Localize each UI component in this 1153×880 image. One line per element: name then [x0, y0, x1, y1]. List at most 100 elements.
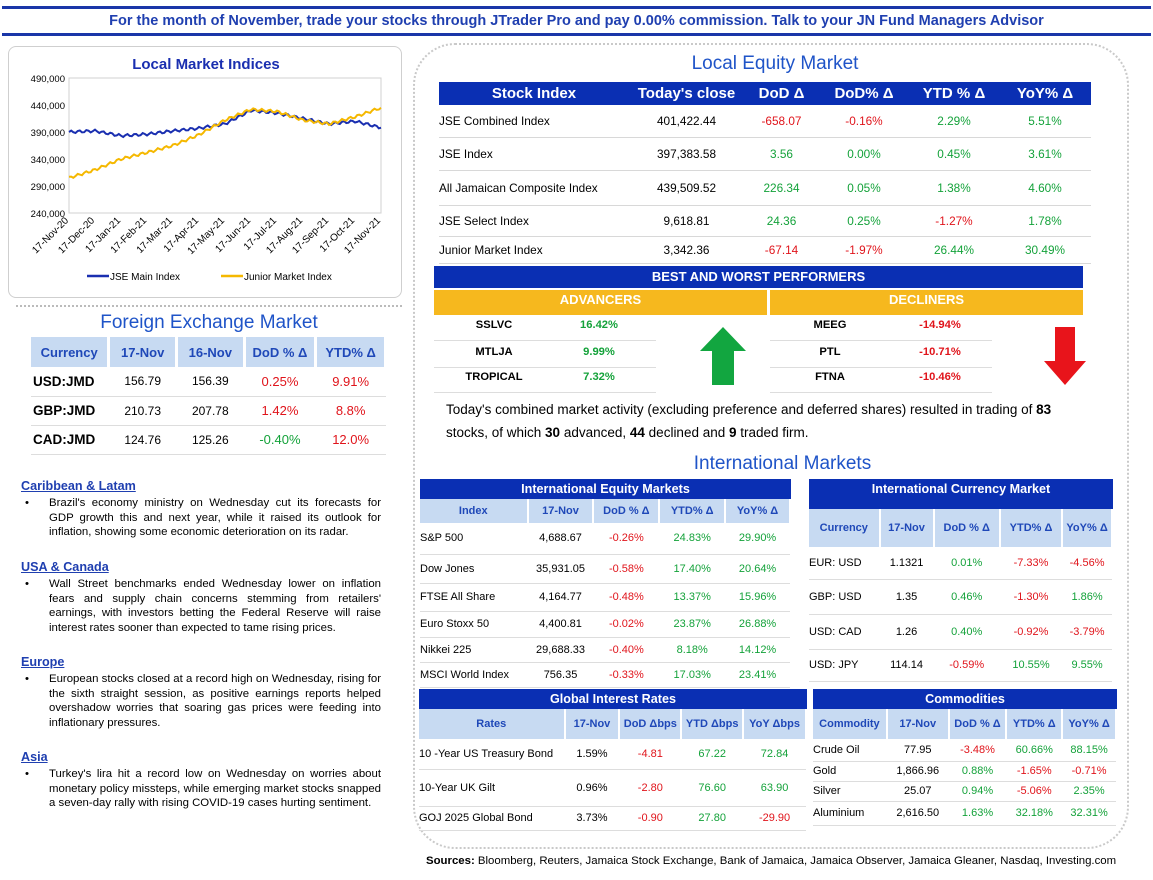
icm-cell: 0.40% — [933, 614, 1000, 650]
iem-cell: 4,164.77 — [527, 583, 594, 612]
bullet-icon: • — [25, 497, 29, 510]
advancer-ticker: MTLJA — [475, 346, 513, 358]
icm-cell: -1.30% — [999, 579, 1063, 615]
gir-header-cell: YTD Δbps — [681, 709, 745, 739]
icm-cell: EUR: USD — [809, 547, 880, 580]
fx-header-cell: 16-Nov — [176, 337, 246, 367]
lem-cell: 0.45% — [909, 137, 999, 171]
iem-cell: 23.41% — [725, 662, 790, 688]
gir-header: Global Interest Rates — [419, 689, 807, 709]
com-header-cell: YTD% Δ — [1006, 709, 1064, 739]
lem-row: JSE Combined Index 401,422.44 -658.07 -0.16… — [439, 105, 1091, 138]
best-worst-header: BEST AND WORST PERFORMERS — [434, 266, 1083, 288]
com-cell: Silver — [813, 781, 887, 802]
gir-cell: 1.59% — [564, 739, 620, 770]
com-cell: 1,866.96 — [886, 761, 949, 782]
lem-cell: 26.44% — [909, 236, 999, 264]
lem-cell: -67.14 — [744, 236, 819, 264]
advancer-row: TROPICAL 7.32% — [434, 371, 656, 393]
com-cell: 0.94% — [948, 781, 1007, 802]
news-section: Asia • Turkey's lira hit a record low on W… — [21, 750, 381, 811]
advancer-row: SSLVC 16.42% — [434, 319, 656, 341]
iem-cell: 26.88% — [725, 611, 790, 638]
icm-cell: 10.55% — [999, 649, 1063, 682]
news-heading[interactable]: Caribbean & Latam — [21, 479, 136, 493]
fx-cell: 156.39 — [176, 367, 245, 397]
icm-cell: -0.92% — [999, 614, 1063, 650]
lem-cell: JSE Index — [439, 137, 629, 171]
iem-cell: -0.26% — [593, 523, 660, 555]
fx-cell: 9.91% — [315, 367, 386, 397]
fx-cell: 0.25% — [244, 367, 316, 397]
fx-title: Foreign Exchange Market — [100, 312, 318, 333]
commodities-table: Commodity 17-Nov DoD % Δ YTD% Δ YoY% Δ Crude … — [813, 709, 1117, 826]
gir-cell: -2.80 — [619, 769, 682, 807]
chart-title: Local Market Indices — [132, 56, 280, 73]
gir-row: 10-Year UK Gilt 0.96% -2.80 76.60 63.90 — [419, 769, 806, 807]
decliner-change: -10.71% — [919, 346, 961, 358]
fx-cell: CAD:JMD — [31, 425, 109, 455]
lem-cell: 226.34 — [744, 170, 819, 206]
lem-cell: 401,422.44 — [629, 105, 744, 138]
lem-header-cell: DoD% Δ — [819, 82, 909, 105]
news-heading[interactable]: Europe — [21, 655, 65, 669]
iem-cell: Euro Stoxx 50 — [420, 611, 528, 638]
com-cell: 32.18% — [1006, 801, 1063, 826]
fx-cell: 1.42% — [244, 396, 316, 426]
y-tick-label: 290,000 — [31, 182, 65, 193]
iem-row: FTSE All Share 4,164.77 -0.48% 13.37% 15.96% — [420, 583, 790, 612]
lem-cell: 0.00% — [819, 137, 909, 171]
iem-cell: FTSE All Share — [420, 583, 528, 612]
com-cell: -0.71% — [1062, 761, 1116, 782]
iem-header-cell: YoY% Δ — [725, 499, 791, 523]
news-heading[interactable]: USA & Canada — [21, 560, 109, 574]
gir-cell: 3.73% — [564, 806, 620, 831]
lem-cell: 24.36 — [744, 205, 819, 237]
iem-cell: 8.18% — [659, 637, 726, 663]
com-cell: 88.15% — [1062, 739, 1116, 762]
advancer-change: 16.42% — [580, 319, 618, 331]
icm-cell: 1.86% — [1062, 579, 1112, 615]
decliner-row: MEEG -14.94% — [770, 319, 992, 341]
news-section: Caribbean & Latam • Brazil's economy minis… — [21, 479, 381, 540]
advancer-change: 9.99% — [583, 346, 615, 358]
com-cell: Crude Oil — [813, 739, 887, 762]
lem-header-cell: Stock Index — [439, 82, 629, 105]
fx-cell: 210.73 — [108, 396, 177, 426]
lem-header-cell: Today's close — [629, 82, 744, 105]
news-heading[interactable]: Asia — [21, 750, 48, 764]
lem-cell: JSE Combined Index — [439, 105, 629, 138]
news-body: • Wall Street benchmarks ended Wednesday … — [21, 577, 381, 635]
promo-banner: For the month of November, trade your st… — [2, 6, 1151, 36]
com-header-cell: DoD % Δ — [948, 709, 1008, 739]
gir-cell: 27.80 — [681, 806, 744, 831]
advancer-change: 7.32% — [583, 371, 615, 383]
icm-cell: -0.59% — [933, 649, 1000, 682]
com-header-row: Commodity 17-Nov DoD % Δ YTD% Δ YoY% Δ — [813, 709, 1117, 739]
gir-cell: -4.81 — [619, 739, 682, 770]
com-header-cell: Commodity — [813, 709, 888, 739]
iem-cell: 29,688.33 — [527, 637, 594, 663]
advancers-header: ADVANCERS — [434, 290, 767, 315]
fx-header-cell: 17-Nov — [108, 337, 178, 367]
gir-cell: 63.90 — [743, 769, 806, 807]
lem-cell: Junior Market Index — [439, 236, 629, 264]
news-text: Brazil's economy ministry on Wednesday c… — [49, 497, 381, 539]
gir-header-row: Rates 17-Nov DoD Δbps YTD Δbps YoY Δbps — [419, 709, 807, 739]
iem-cell: 24.83% — [659, 523, 726, 555]
com-cell: -5.06% — [1006, 781, 1063, 802]
icm-cell: 9.55% — [1062, 649, 1112, 682]
com-row: Gold 1,866.96 0.88% -1.65% -0.71% — [813, 761, 1116, 782]
com-row: Crude Oil 77.95 -3.48% 60.66% 88.15% — [813, 739, 1116, 762]
iem-header-cell: DoD % Δ — [593, 499, 661, 523]
lem-cell: 3.56 — [744, 137, 819, 171]
intl-currency-table: Currency 17-Nov DoD % Δ YTD% Δ YoY% Δ EUR: US… — [809, 509, 1113, 682]
icm-cell: 1.35 — [879, 579, 934, 615]
fx-cell: 207.78 — [176, 396, 245, 426]
gir-cell: -29.90 — [743, 806, 806, 831]
iem-cell: 4,688.67 — [527, 523, 594, 555]
decliner-change: -14.94% — [919, 319, 961, 331]
lem-cell: 0.05% — [819, 170, 909, 206]
iem-row: MSCI World Index 756.35 -0.33% 17.03% 23.41% — [420, 662, 790, 688]
legend-label: Junior Market Index — [244, 272, 332, 283]
